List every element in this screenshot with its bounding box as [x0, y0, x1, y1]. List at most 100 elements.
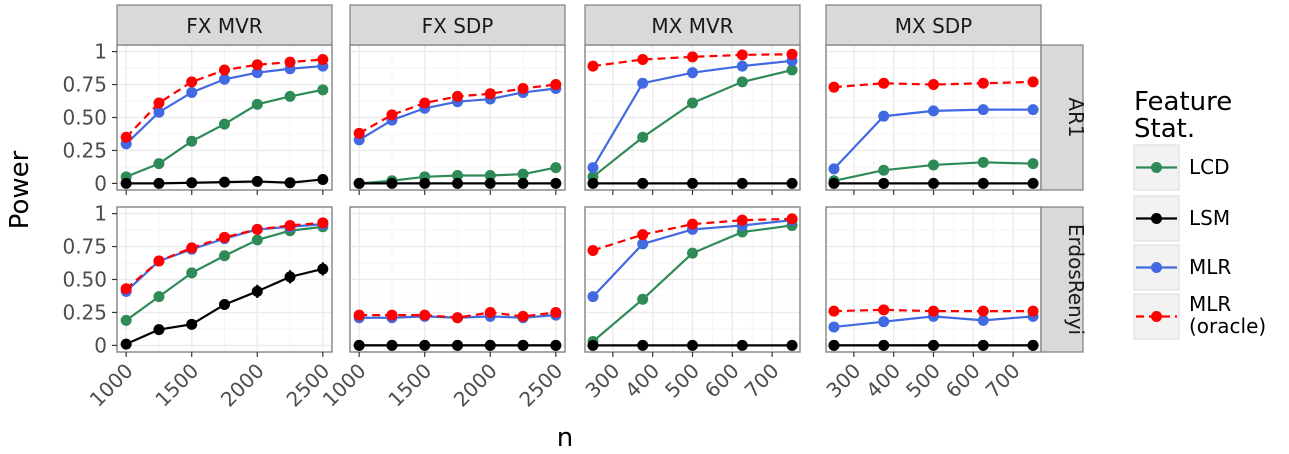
data-point — [878, 339, 890, 351]
panel-series-group — [828, 76, 1039, 189]
series-line — [592, 217, 793, 252]
data-point — [587, 291, 599, 303]
data-point — [484, 177, 496, 189]
panel — [349, 206, 566, 353]
data-point — [317, 263, 329, 275]
data-point — [452, 170, 463, 181]
data-point — [878, 304, 890, 316]
y-tick-label: 0.50 — [62, 268, 107, 292]
data-point — [219, 118, 230, 130]
legend-entry: MLR — [1133, 244, 1231, 291]
data-point — [786, 213, 798, 225]
data-point — [452, 177, 463, 189]
data-point — [484, 339, 496, 351]
panel — [825, 206, 1042, 353]
data-point — [587, 60, 599, 72]
data-point — [153, 97, 165, 109]
legend-key-point — [1151, 262, 1162, 273]
legend-entry: LCD — [1133, 144, 1230, 191]
data-point — [251, 59, 263, 71]
legend-label-line: (oracle) — [1189, 314, 1266, 338]
data-point — [687, 218, 698, 230]
data-point — [878, 177, 890, 189]
data-point — [484, 170, 496, 181]
panel-series-group — [120, 217, 329, 350]
data-point — [637, 177, 649, 189]
data-point — [251, 223, 263, 235]
data-point — [786, 339, 798, 351]
data-point — [186, 86, 198, 98]
column-strip — [116, 4, 333, 46]
column-strip — [349, 4, 566, 46]
data-point — [977, 104, 989, 116]
data-point — [928, 79, 939, 91]
data-point — [153, 158, 165, 170]
column-strip — [584, 4, 801, 46]
legend: Feature Stat. LCD LSM MLR MLR (oracle) — [1133, 87, 1266, 340]
data-point — [550, 162, 562, 174]
data-point — [977, 177, 989, 189]
legend-title-line: Stat. — [1134, 114, 1195, 144]
data-point — [637, 77, 649, 89]
data-point — [736, 49, 748, 61]
data-point — [284, 90, 296, 102]
y-tick-label: 0.75 — [62, 73, 107, 97]
legend-title-line: Feature — [1134, 87, 1232, 117]
data-point — [120, 338, 132, 350]
legend-entry: MLR (oracle) — [1133, 292, 1266, 340]
data-point — [786, 177, 798, 189]
data-point — [517, 339, 529, 351]
data-point — [219, 73, 230, 85]
panel-series-group — [587, 48, 798, 189]
strips-layer: FX MVR FX SDP MX MVR MX SDP AR1 ErdosRenyi — [116, 4, 1088, 353]
data-point — [828, 321, 840, 333]
legend-label: LCD — [1189, 155, 1230, 179]
data-point — [828, 339, 840, 351]
data-point — [736, 214, 748, 226]
data-point — [186, 177, 198, 189]
panel-series-group — [587, 213, 798, 351]
data-point — [687, 177, 698, 189]
data-point — [251, 285, 263, 297]
legend-key-point — [1151, 213, 1162, 224]
data-point — [251, 98, 263, 110]
legend-label: MLR (oracle) — [1189, 292, 1266, 338]
data-point — [637, 229, 649, 241]
data-point — [317, 84, 329, 96]
data-point — [452, 339, 463, 351]
legend-key-point — [1151, 311, 1162, 322]
data-point — [317, 173, 329, 185]
data-point — [587, 177, 599, 189]
data-point — [386, 309, 398, 321]
data-point — [419, 309, 431, 321]
y-tick-label: 1 — [94, 40, 107, 64]
data-point — [637, 54, 649, 65]
data-point — [153, 291, 165, 303]
row-strip — [1040, 206, 1084, 353]
data-point — [587, 245, 599, 256]
legend-label-line: LSM — [1189, 206, 1230, 230]
data-point — [484, 88, 496, 100]
data-point — [878, 77, 890, 89]
legend-label-line: MLR — [1189, 255, 1231, 279]
data-point — [386, 339, 398, 351]
y-tick-label: 0.25 — [62, 138, 107, 162]
data-point — [419, 339, 431, 351]
data-point — [637, 238, 649, 250]
legend-label-line: LCD — [1189, 155, 1230, 179]
data-point — [977, 314, 989, 326]
data-point — [284, 271, 296, 283]
data-point — [786, 64, 798, 76]
data-point — [637, 131, 649, 143]
data-point — [977, 305, 989, 317]
x-axis-title: n — [557, 423, 573, 453]
data-point — [928, 305, 939, 317]
series-line — [833, 308, 1034, 313]
data-point — [550, 306, 562, 318]
data-point — [928, 159, 939, 171]
data-point — [219, 250, 230, 262]
data-point — [186, 76, 198, 88]
row-strip-label: ErdosRenyi — [1064, 224, 1088, 335]
data-point — [828, 163, 840, 175]
